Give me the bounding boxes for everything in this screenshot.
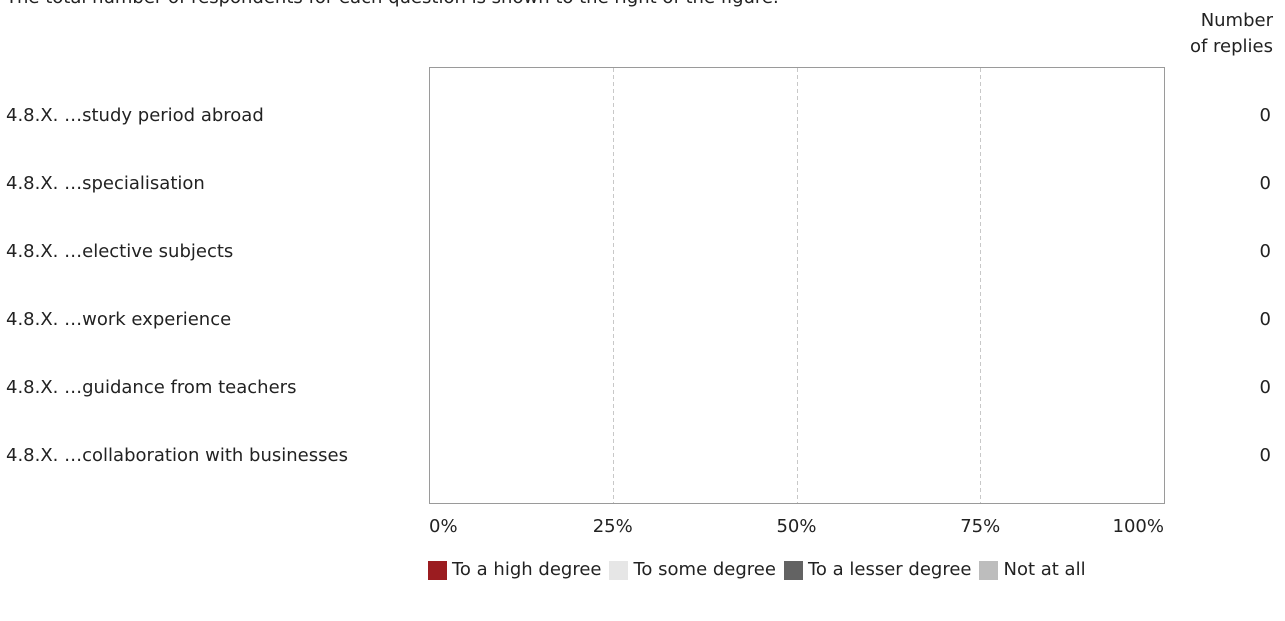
legend-label: To a high degree <box>452 559 602 580</box>
legend-item: Not at all <box>979 555 1086 585</box>
legend-swatch <box>609 560 629 580</box>
category-label: 4.8.X. …elective subjects <box>6 241 234 262</box>
legend-swatch <box>979 560 999 580</box>
legend-label: To some degree <box>633 559 776 580</box>
chart-note: The total number of respondents for each… <box>6 0 779 9</box>
category-label: 4.8.X. …study period abroad <box>6 105 264 126</box>
x-tick-label: 25% <box>592 516 633 537</box>
reply-count: 0 <box>1259 105 1271 126</box>
category-label: 4.8.X. …specialisation <box>6 173 205 194</box>
reply-count: 0 <box>1259 377 1271 398</box>
count-column-header: Number of replies <box>1190 8 1273 60</box>
legend-swatch <box>428 560 447 580</box>
legend-swatch <box>783 560 803 580</box>
legend-item: To a lesser degree <box>783 555 972 585</box>
reply-count: 0 <box>1259 173 1271 194</box>
chart-legend: To a high degree To some degree To a lesse… <box>428 555 1128 585</box>
count-header-line-1: Number <box>1200 10 1273 31</box>
x-tick-label: 50% <box>776 516 817 537</box>
x-tick-label: 75% <box>960 516 1001 537</box>
reply-count: 0 <box>1259 241 1271 262</box>
category-label: 4.8.X. …guidance from teachers <box>6 377 297 398</box>
x-tick-label: 0% <box>429 516 458 537</box>
category-label: 4.8.X. …collaboration with businesses <box>6 445 348 466</box>
legend-item: To a high degree <box>428 555 601 585</box>
x-tick-label: 100% <box>1112 516 1164 537</box>
count-header-line-2: of replies <box>1189 36 1273 57</box>
legend-label: Not at all <box>1003 559 1086 580</box>
plot-frame <box>429 67 1165 504</box>
category-label: 4.8.X. …work experience <box>6 309 232 330</box>
reply-count: 0 <box>1259 309 1271 330</box>
legend-item: To some degree <box>609 555 776 585</box>
reply-count: 0 <box>1259 445 1271 466</box>
legend-label: To a lesser degree <box>807 559 972 580</box>
